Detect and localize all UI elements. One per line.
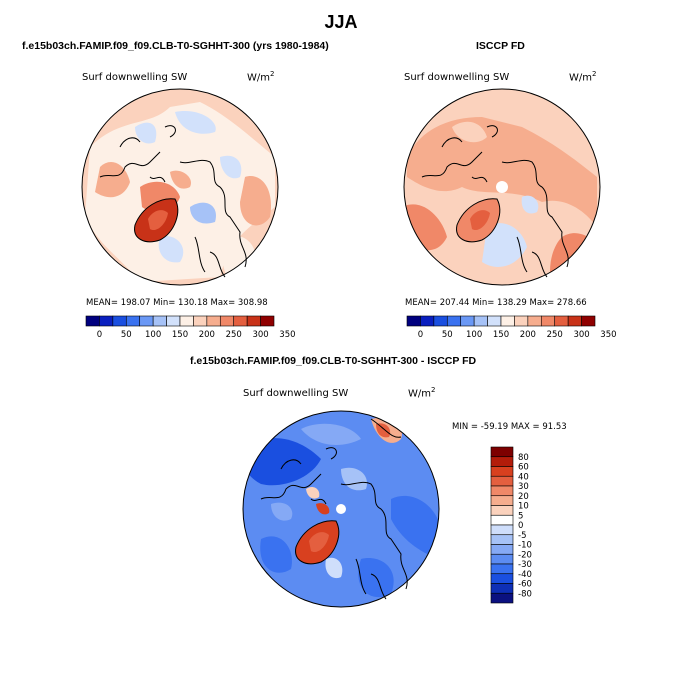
model-colorbar-box [125, 315, 141, 327]
obs-polar-map [403, 88, 601, 286]
model-units-label: W/m2 [247, 70, 275, 84]
model-colorbar-tick-label: 150 [172, 330, 188, 340]
obs-colorbar-tick-label: 300 [573, 330, 589, 340]
model-colorbar-box [99, 315, 114, 327]
diff-colorbar-tick-label: 80 [518, 453, 529, 463]
diff-stats: MIN = -59.19 MAX = 91.53 [452, 422, 567, 432]
obs-colorbar-box [540, 315, 556, 327]
diff-variable-label: Surf downwelling SW [243, 388, 349, 399]
diff-colorbar-box [490, 475, 514, 487]
diff-colorbar-tick-label: -30 [518, 560, 532, 570]
model-colorbar-box [152, 315, 167, 327]
obs-colorbar-box [446, 315, 462, 327]
diff-colorbar-tick-label: -60 [518, 580, 532, 590]
model-colorbar-box [233, 315, 248, 327]
model-colorbar-box [139, 315, 154, 327]
diff-colorbar-box [490, 446, 514, 458]
obs-colorbar-tick-label: 200 [520, 330, 536, 340]
obs-colorbar-tick-label: 250 [547, 330, 563, 340]
diff-colorbar-box [490, 514, 514, 526]
obs-colorbar-tick-label: 350 [600, 330, 616, 340]
obs-colorbar-box [473, 315, 488, 327]
diff-colorbar-box [490, 592, 514, 604]
model-colorbar-tick-label: 250 [226, 330, 242, 340]
diff-colorbar-box [490, 563, 514, 575]
diff-colorbar-box [490, 524, 514, 536]
obs-colorbar-box [433, 315, 448, 327]
obs-colorbar-tick-label: 50 [442, 330, 453, 340]
model-colorbar-tick-label: 100 [145, 330, 161, 340]
obs-colorbar-tick-label: 150 [493, 330, 509, 340]
diff-colorbar-tick-label: 30 [518, 482, 529, 492]
diff-colorbar-tick-label: -40 [518, 570, 532, 580]
obs-colorbar-box [581, 315, 596, 327]
obs-colorbar-box [500, 315, 515, 327]
obs-colorbar-tick-label: 100 [466, 330, 482, 340]
diff-colorbar-tick-label: 5 [518, 511, 523, 521]
diff-colorbar-tick-label: 40 [518, 472, 529, 482]
diff-colorbar-tick-label: -20 [518, 550, 532, 560]
obs-variable-label: Surf downwelling SW [404, 72, 510, 83]
obs-colorbar-box [567, 315, 582, 327]
model-colorbar-box [166, 315, 181, 327]
obs-colorbar-tick-label: 0 [418, 330, 423, 340]
diff-panel-title: f.e15b03ch.FAMIP.f09_f09.CLB-T0-SGHHT-30… [190, 355, 477, 367]
diff-colorbar-tick-label: 20 [518, 492, 529, 502]
obs-colorbar-box [514, 315, 529, 327]
diff-colorbar-box [490, 583, 514, 594]
diff-colorbar-box [490, 456, 514, 467]
diff-colorbar-tick-label: 10 [518, 502, 529, 512]
model-colorbar-box [260, 315, 275, 327]
model-polar-map [81, 88, 279, 286]
model-stats: MEAN= 198.07 Min= 130.18 Max= 308.98 [86, 298, 268, 308]
model-variable-label: Surf downwelling SW [82, 72, 188, 83]
diff-colorbar-box [490, 553, 514, 565]
model-colorbar-tick-label: 200 [199, 330, 215, 340]
model-colorbar-box [206, 315, 221, 327]
obs-colorbar-box [406, 315, 421, 327]
obs-colorbar-box [420, 315, 435, 327]
diff-colorbar-box [490, 485, 514, 497]
obs-stats: MEAN= 207.44 Min= 138.29 Max= 278.66 [405, 298, 587, 308]
diff-polar-map [242, 410, 440, 608]
model-colorbar-box [193, 315, 208, 327]
diff-colorbar-tick-label: 0 [518, 521, 523, 531]
obs-panel-title: ISCCP FD [476, 40, 525, 52]
diff-colorbar-tick-label: -10 [518, 541, 532, 551]
obs-colorbar-box [554, 315, 569, 327]
obs-colorbar-box [487, 315, 502, 327]
model-colorbar-tick-label: 0 [97, 330, 102, 340]
diff-colorbar-box [490, 534, 514, 545]
diff-colorbar-box [490, 573, 514, 584]
model-colorbar-tick-label: 50 [121, 330, 132, 340]
model-colorbar-box [85, 315, 100, 327]
figure-title: JJA [324, 12, 358, 32]
model-panel-title: f.e15b03ch.FAMIP.f09_f09.CLB-T0-SGHHT-30… [22, 40, 329, 52]
obs-units-label: W/m2 [569, 70, 597, 84]
diff-colorbar-tick-label: -5 [518, 531, 526, 541]
diff-colorbar-box [490, 495, 514, 506]
obs-colorbar-box [527, 315, 542, 327]
diff-colorbar-box [490, 466, 514, 477]
model-colorbar-tick-label: 300 [252, 330, 268, 340]
model-colorbar-tick-label: 350 [279, 330, 295, 340]
diff-units-label: W/m2 [408, 386, 436, 400]
model-colorbar-box [112, 315, 127, 327]
obs-colorbar-box [460, 315, 475, 327]
diff-colorbar-tick-label: 60 [518, 463, 529, 473]
model-colorbar-box [179, 315, 194, 327]
model-colorbar: 0 50 100 150 200 250 300 350 [85, 315, 296, 340]
diff-colorbar-box [490, 544, 514, 555]
diff-colorbar-box [490, 505, 514, 516]
diff-colorbar-tick-label: -80 [518, 589, 532, 599]
obs-colorbar: 0 50 100 150 200 250 300 350 [406, 315, 617, 340]
model-colorbar-box [246, 315, 261, 327]
model-colorbar-box [219, 315, 235, 327]
